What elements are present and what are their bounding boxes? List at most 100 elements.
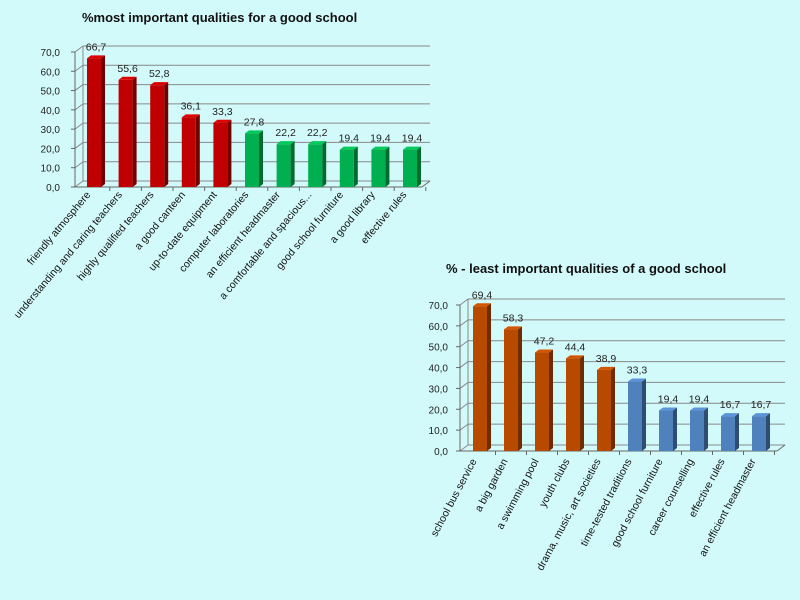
y-tick-label: 60,0: [41, 67, 61, 78]
bar-side: [673, 407, 677, 451]
bar-top: [628, 378, 646, 382]
y-tick-label: 20,0: [41, 144, 61, 155]
bar: [690, 407, 708, 451]
data-label: 33,3: [212, 106, 233, 118]
data-label: 69,4: [472, 289, 493, 301]
data-label: 19,4: [689, 394, 710, 406]
bar-front: [628, 381, 642, 451]
y-tick-label: 70,0: [41, 48, 61, 59]
bar-front: [213, 122, 228, 187]
bar-top: [473, 303, 491, 307]
bar-front: [245, 133, 259, 187]
bar-top: [403, 146, 421, 150]
bar-front: [659, 410, 673, 451]
bar: [403, 146, 421, 187]
bar-front: [87, 58, 101, 187]
data-label: 47,2: [534, 336, 555, 348]
bar-side: [322, 141, 327, 187]
data-label: 66,7: [86, 41, 107, 53]
bar-top: [245, 130, 263, 134]
gridline-depth: [459, 298, 469, 306]
bar-side: [735, 413, 739, 451]
y-tick-label: 10,0: [41, 164, 61, 175]
bar-side: [227, 119, 232, 187]
gridline-depth: [74, 64, 84, 72]
gridline-depth: [74, 45, 84, 53]
gridline-depth: [74, 180, 84, 188]
bar-front: [371, 149, 386, 187]
bar-side: [518, 326, 522, 451]
bar-top: [339, 146, 358, 150]
bar: [118, 76, 137, 187]
bar: [721, 413, 739, 451]
y-tick-label: 50,0: [41, 87, 61, 98]
bar-top: [659, 407, 677, 411]
bar-side: [132, 76, 137, 187]
gridline-depth: [459, 361, 469, 368]
gridline-depth: [74, 142, 84, 149]
bar: [752, 413, 770, 451]
y-tick-label: 10,0: [429, 426, 449, 437]
bar: [659, 407, 677, 451]
category-label: youth clubs: [537, 457, 573, 510]
bar-front: [150, 85, 165, 187]
bar-top: [752, 413, 770, 417]
gridline-depth: [74, 84, 84, 91]
data-label: 16,7: [751, 399, 772, 411]
data-label: 55,6: [117, 63, 138, 75]
bar-top: [690, 407, 708, 411]
data-label: 19,4: [658, 394, 679, 406]
bar-top: [150, 82, 169, 86]
y-tick-label: 20,0: [429, 405, 449, 416]
data-label: 22,2: [275, 127, 296, 139]
gridline-depth: [459, 382, 469, 389]
floor-edge: [776, 444, 786, 452]
bar: [308, 141, 327, 187]
bar-side: [417, 146, 421, 187]
floor-edge: [421, 180, 431, 188]
gridline-depth: [459, 444, 469, 452]
bar-side: [642, 378, 646, 451]
bar-front: [308, 144, 323, 187]
data-label: 19,4: [402, 133, 423, 145]
bar: [245, 130, 263, 187]
bar-top: [597, 366, 615, 370]
bar-top: [504, 326, 522, 330]
chart-title: % - least important qualities of a good …: [446, 261, 726, 276]
bar-front: [504, 329, 518, 451]
gridline-depth: [459, 402, 469, 410]
bar-side: [353, 146, 358, 187]
bar-top: [371, 146, 390, 150]
gridline-depth: [74, 103, 84, 111]
gridline-depth: [459, 340, 469, 348]
data-label: 16,7: [720, 399, 741, 411]
data-label: 58,3: [503, 312, 524, 324]
bar: [535, 349, 553, 451]
bar-top: [181, 114, 200, 118]
gridline-depth: [459, 423, 469, 431]
data-label: 19,4: [370, 133, 391, 145]
y-tick-label: 0,0: [46, 183, 60, 194]
bar-front: [403, 149, 417, 187]
bar: [597, 366, 615, 451]
bar-side: [611, 366, 615, 451]
data-label: 44,4: [565, 341, 586, 353]
bar: [566, 355, 584, 451]
bar-top: [535, 349, 553, 353]
bar-front: [276, 144, 291, 187]
data-label: 36,1: [181, 100, 202, 112]
y-tick-label: 40,0: [41, 106, 61, 117]
bar-front: [181, 117, 196, 187]
category-label: school bus service: [429, 457, 480, 539]
gridline-depth: [74, 122, 84, 130]
chart-1: %most important qualities for a good sch…: [12, 10, 431, 321]
bar-top: [566, 355, 584, 359]
y-tick-label: 30,0: [429, 384, 449, 395]
bar: [339, 146, 358, 187]
bar-side: [164, 82, 169, 187]
chart-title: %most important qualities for a good sch…: [82, 10, 357, 25]
bar-side: [487, 303, 491, 451]
y-tick-label: 70,0: [429, 301, 449, 312]
bar-side: [290, 141, 295, 187]
